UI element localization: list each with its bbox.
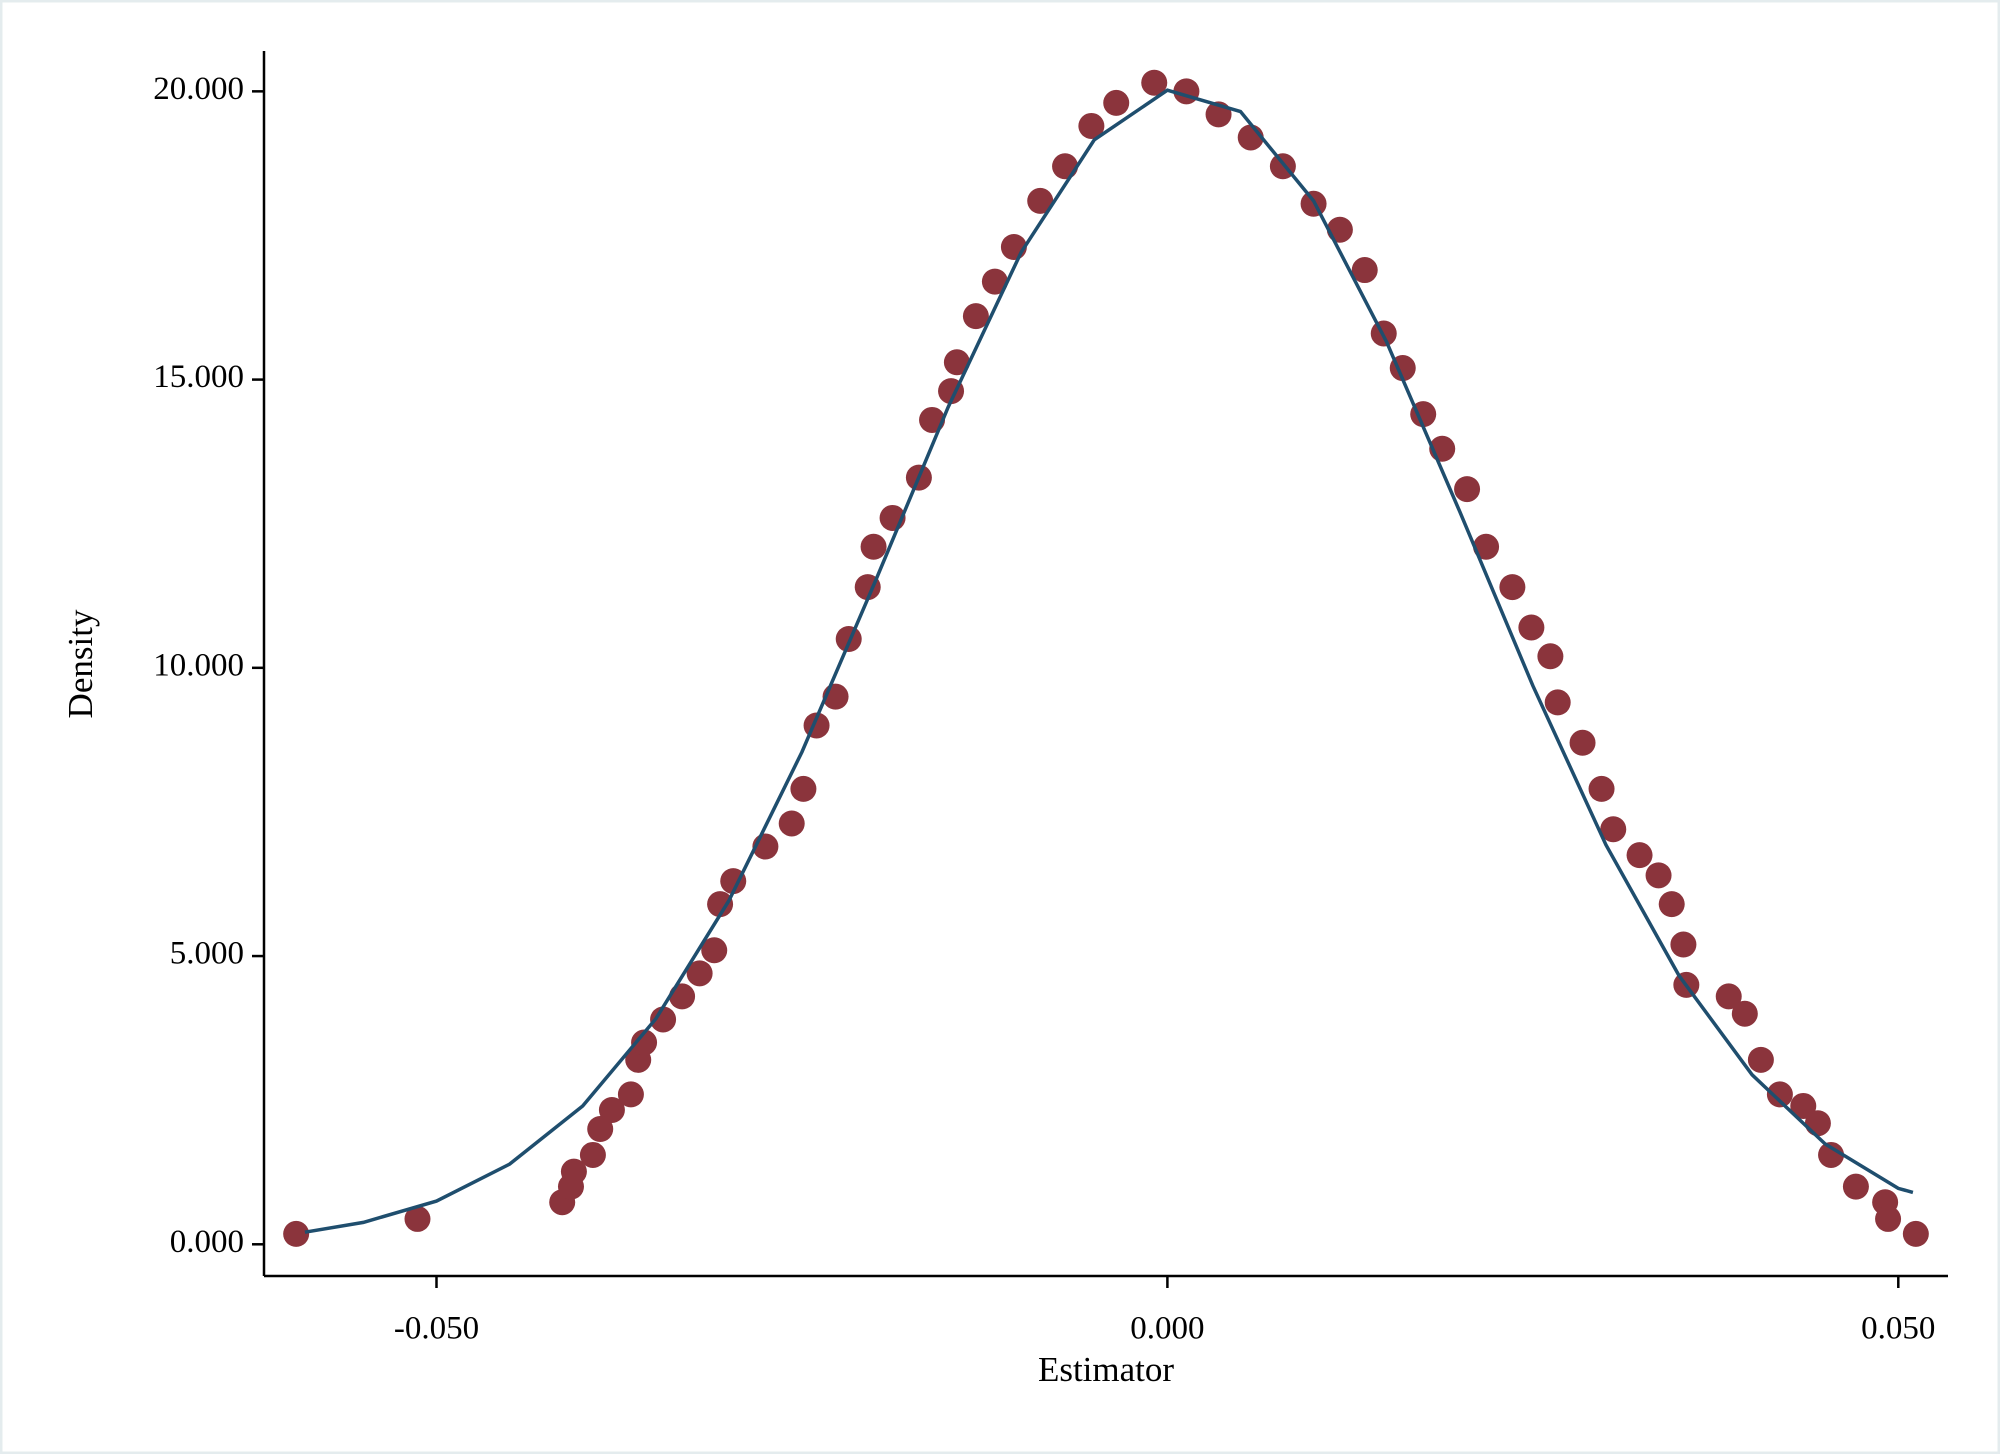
point — [1747, 1046, 1774, 1073]
density-line — [304, 88, 1914, 1234]
point — [1818, 1141, 1845, 1168]
point — [1326, 216, 1353, 243]
point — [1141, 69, 1168, 96]
point — [1027, 187, 1054, 214]
y-tick-label: 20.000 — [153, 71, 244, 107]
point — [404, 1205, 431, 1232]
point — [1544, 689, 1571, 716]
point — [1875, 1205, 1902, 1232]
point — [707, 891, 734, 918]
point — [1658, 891, 1685, 918]
y-axis-title: Density — [61, 609, 100, 718]
point — [650, 1006, 677, 1033]
point — [778, 810, 805, 837]
point — [669, 983, 696, 1010]
point — [1454, 476, 1481, 503]
point — [1766, 1081, 1793, 1108]
point — [1518, 614, 1545, 641]
point — [1626, 842, 1653, 869]
point — [981, 268, 1008, 295]
x-tick-label: 0.000 — [1130, 1311, 1204, 1347]
point — [598, 1096, 625, 1123]
y-tick-label: 15.000 — [153, 359, 244, 395]
point — [1588, 775, 1615, 802]
point — [1645, 862, 1672, 889]
point — [587, 1116, 614, 1142]
point — [790, 775, 817, 802]
point — [1731, 1000, 1758, 1027]
point — [283, 1220, 310, 1247]
point — [1499, 574, 1526, 601]
point — [962, 303, 989, 330]
point — [1842, 1173, 1869, 1200]
x-tick-label: 0.050 — [1861, 1311, 1935, 1347]
point — [1715, 983, 1742, 1010]
point — [1790, 1092, 1817, 1119]
y-tick-label: 10.000 — [153, 647, 244, 683]
point — [1473, 533, 1500, 560]
point — [560, 1158, 587, 1185]
x-tick-label: -0.050 — [394, 1311, 479, 1347]
point — [686, 960, 713, 987]
point — [1569, 729, 1596, 756]
point — [1537, 643, 1564, 670]
point — [1103, 89, 1130, 116]
point — [1052, 153, 1079, 180]
point — [701, 937, 728, 964]
point — [1351, 257, 1378, 284]
point — [1902, 1220, 1929, 1247]
point — [579, 1141, 606, 1168]
point — [1804, 1110, 1831, 1137]
y-tick-label: 0.000 — [170, 1224, 244, 1260]
point — [617, 1081, 644, 1108]
y-tick-label: 5.000 — [170, 936, 244, 972]
x-axis-title: Estimator — [1038, 1350, 1174, 1389]
point — [1670, 931, 1697, 958]
point — [1600, 816, 1627, 843]
point — [943, 349, 970, 376]
point — [860, 533, 887, 560]
point — [1078, 112, 1105, 139]
point — [631, 1029, 658, 1056]
